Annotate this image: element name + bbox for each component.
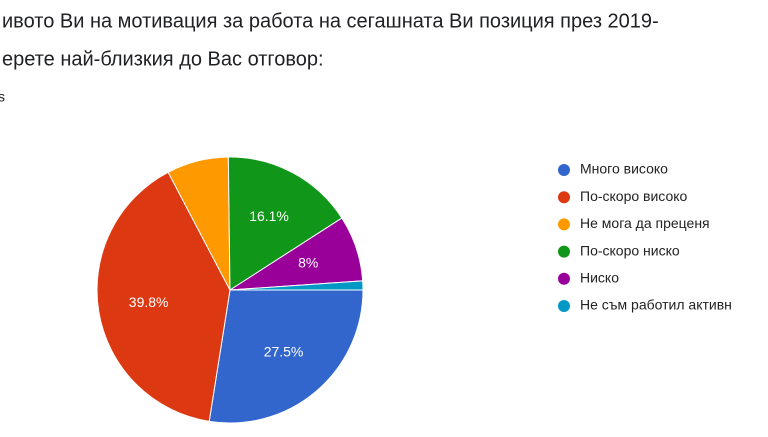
legend-label: Ниско (580, 270, 619, 286)
legend-label: Не съм работил активн (580, 297, 732, 313)
legend-marker (558, 272, 570, 285)
legend-label: По-скоро високо (580, 188, 688, 204)
response-note: s (0, 89, 5, 105)
pie-slice (227, 156, 343, 291)
legend-label: Много високо (580, 161, 668, 177)
legend-marker (558, 191, 570, 204)
slice-label: 8% (298, 255, 318, 271)
pie-slice (208, 289, 364, 424)
slice-label: 39.8% (129, 294, 169, 310)
legend-marker (558, 164, 570, 176)
pie-slice (96, 171, 231, 422)
pie-slice (229, 280, 364, 291)
slice-label: 16.1% (249, 208, 289, 224)
chart-title: ивото Ви на мотивация за работа на сегаш… (2, 10, 659, 32)
slice-label: 27.5% (264, 343, 304, 359)
legend-marker (558, 218, 570, 231)
chart-subtitle: ерете най-близкия до Вас отговор: (2, 48, 324, 70)
legend-label: Не мога да преценя (580, 215, 710, 231)
legend-label: По-скоро ниско (580, 242, 680, 258)
legend-marker (558, 300, 570, 312)
legend-marker (558, 245, 570, 258)
